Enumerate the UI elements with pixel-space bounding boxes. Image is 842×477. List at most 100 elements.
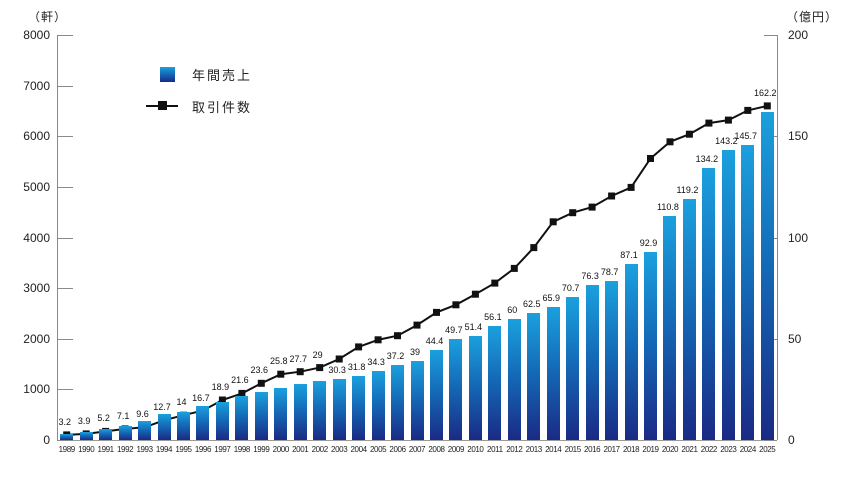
x-axis-year-label: 2012: [506, 445, 523, 454]
sales-bar: [663, 215, 677, 440]
sales-bar: [410, 361, 424, 440]
left-axis-tick-label: 8000: [23, 28, 50, 42]
sales-value-label: 143.2: [715, 136, 738, 147]
x-axis-year-label: 2013: [525, 445, 543, 454]
sales-bar: [176, 411, 190, 440]
sales-value-label: 31.8: [347, 361, 366, 372]
x-axis-year-label: 2023: [720, 445, 737, 454]
x-axis-year-label: 1989: [58, 445, 76, 454]
x-axis-year-label: 2021: [681, 445, 698, 454]
transactions-marker: [471, 290, 479, 298]
transactions-marker: [763, 102, 771, 110]
x-axis-year-label: 2005: [369, 445, 387, 454]
left-axis-tick: [57, 136, 73, 137]
sales-value-label: 37.2: [386, 350, 405, 361]
sales-value-label: 134.2: [695, 154, 719, 165]
sales-bar: [332, 378, 346, 440]
x-axis-year-label: 1992: [116, 445, 134, 454]
sales-value-label: 5.2: [97, 413, 110, 424]
transactions-marker: [744, 106, 752, 114]
x-axis-year-label: 2024: [739, 445, 757, 454]
legend: 年間売上 取引件数: [146, 62, 252, 126]
transactions-marker: [316, 364, 324, 372]
sales-value-label: 34.3: [367, 356, 385, 367]
transactions-marker: [394, 332, 401, 340]
left-axis-tick: [57, 238, 73, 239]
sales-value-label: 18.9: [211, 382, 230, 392]
legend-transactions-label: 取引件数: [192, 99, 253, 115]
transactions-marker: [510, 264, 518, 272]
x-axis-year-label: 1993: [136, 445, 153, 454]
sales-value-label: 51.4: [464, 321, 483, 332]
transactions-marker: [705, 119, 713, 127]
transactions-marker: [335, 355, 343, 363]
right-axis-tick-label: 200: [788, 28, 809, 42]
right-axis-tick-label: 100: [788, 231, 809, 245]
sales-value-label: 76.3: [581, 271, 599, 282]
sales-bar: [293, 383, 307, 440]
left-axis-tick-label: 3000: [23, 281, 50, 295]
transactions-marker: [218, 396, 226, 404]
sales-value-label: 44.4: [425, 336, 444, 347]
x-axis-year-label: 2006: [389, 445, 406, 454]
sales-bar: [488, 326, 502, 440]
sales-value-label: 49.7: [445, 325, 463, 336]
transactions-marker: [413, 321, 421, 329]
sales-bar: [371, 370, 385, 440]
sales-value-label: 7.1: [116, 410, 130, 421]
right-axis-tick-label: 0: [788, 433, 795, 447]
x-axis-year-label: 2018: [622, 445, 640, 454]
left-axis-unit-label: （軒）: [28, 10, 68, 24]
x-axis-year-label: 1990: [78, 445, 95, 454]
sales-value-label: 162.2: [754, 87, 777, 98]
sales-bar: [313, 381, 327, 440]
sales-bar: [274, 387, 288, 440]
x-axis-year-label: 1997: [214, 445, 231, 454]
transactions-marker: [355, 343, 363, 351]
left-axis-tick-label: 7000: [23, 79, 50, 93]
transactions-marker: [549, 218, 557, 226]
right-axis-tick: [764, 440, 777, 441]
sales-value-label: 14: [176, 397, 187, 408]
legend-item-transactions: 取引件数: [146, 94, 252, 118]
sales-value-label: 70.7: [561, 282, 580, 293]
sales-value-label: 78.7: [600, 266, 619, 277]
x-axis-year-label: 2014: [545, 445, 562, 454]
transactions-marker: [296, 368, 304, 376]
sales-value-label: 39: [409, 347, 420, 358]
sales-bar: [235, 396, 249, 440]
x-axis-year-label: 2017: [603, 445, 620, 454]
transactions-marker: [374, 336, 382, 344]
sales-value-label: 145.7: [734, 130, 758, 141]
left-axis-tick: [57, 339, 73, 340]
transactions-marker: [530, 244, 538, 252]
sales-bar: [429, 350, 443, 440]
transactions-marker: [685, 130, 693, 138]
sales-value-label: 92.9: [639, 237, 658, 248]
sales-bar: [682, 198, 696, 440]
sales-bar: [585, 285, 599, 440]
sales-bar: [546, 306, 560, 440]
sales-bar: [352, 375, 366, 440]
left-axis-tick: [57, 288, 73, 289]
sales-bar: [138, 420, 152, 440]
sales-value-label: 60: [507, 304, 518, 315]
sales-swatch-icon: [160, 66, 175, 82]
right-axis-tick: [764, 35, 777, 36]
sales-bar: [566, 296, 580, 440]
x-axis-year-label: 2010: [467, 445, 484, 454]
sales-bar: [605, 280, 619, 440]
x-axis-year-label: 2003: [331, 445, 348, 454]
sales-value-label: 25.8: [270, 356, 288, 367]
sales-value-label: 12.7: [153, 402, 171, 413]
sales-bar: [118, 425, 132, 440]
x-axis-year-label: 2002: [311, 445, 329, 454]
x-axis-year-label: 2000: [272, 445, 290, 454]
x-axis-year-label: 2025: [759, 445, 776, 454]
sales-bar: [157, 414, 171, 440]
left-axis-tick-label: 2000: [23, 332, 50, 346]
right-axis-line: [777, 35, 778, 440]
x-axis-year-label: 2009: [447, 445, 465, 454]
sales-bar: [644, 251, 657, 440]
transactions-marker: [666, 138, 674, 146]
